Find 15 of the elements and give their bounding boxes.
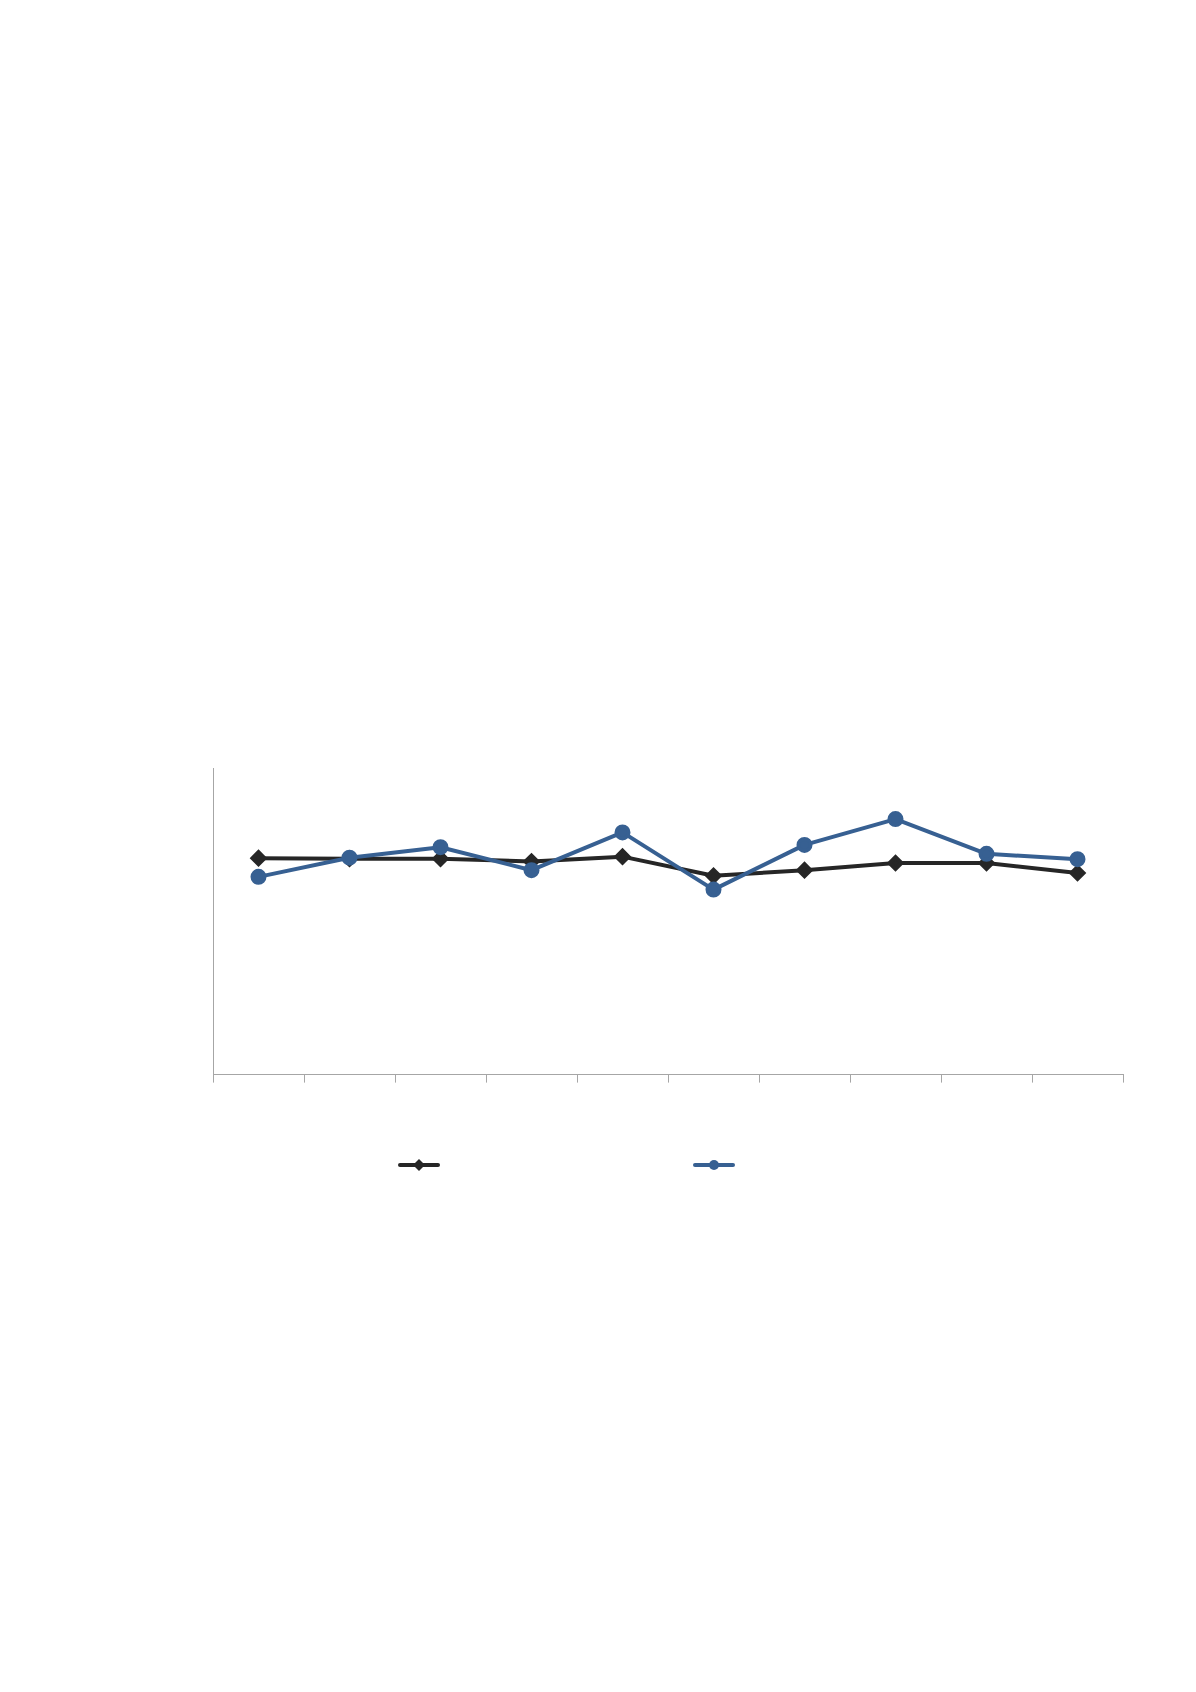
point (614, 848, 631, 865)
point (796, 836, 813, 853)
point (250, 850, 267, 867)
point (614, 824, 631, 841)
point (796, 862, 813, 879)
point (250, 868, 267, 885)
point (1069, 851, 1086, 868)
point (978, 845, 995, 862)
point (887, 855, 904, 872)
point (523, 862, 540, 879)
point (705, 881, 722, 898)
point (432, 839, 449, 856)
point (887, 811, 904, 828)
point (705, 867, 722, 884)
point (1069, 865, 1086, 882)
